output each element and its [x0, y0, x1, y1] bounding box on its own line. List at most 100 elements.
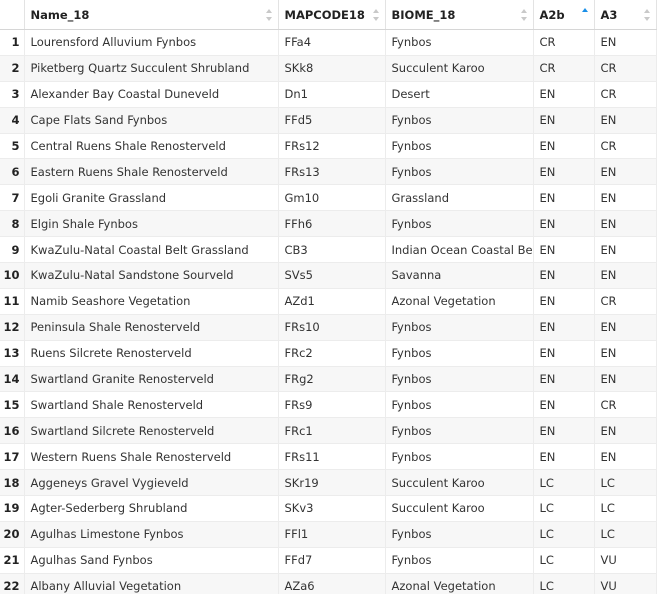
biome-cell: Desert: [385, 81, 534, 108]
table-body: 1 Lourensford Alluvium Fynbos FFa4 Fynbos CR…: [0, 29, 657, 594]
mapcode-cell: Gm10: [278, 184, 386, 212]
biome-cell: Fynbos: [385, 547, 534, 574]
mapcode-cell: FRs12: [278, 133, 386, 160]
name-cell: Lourensford Alluvium Fynbos: [24, 29, 279, 56]
name-cell: Agulhas Limestone Fynbos: [24, 521, 279, 548]
biome-cell: Azonal Vegetation: [385, 288, 534, 315]
table-row: 17 Western Ruens Shale Renosterveld FRs11 F…: [0, 443, 657, 471]
biome-cell: Indian Ocean Coastal Belt: [385, 236, 534, 264]
row-index-cell: 5: [0, 133, 25, 160]
table-row: 3 Alexander Bay Coastal Duneveld Dn1 Desert…: [0, 81, 657, 108]
a2b-cell: EN: [533, 81, 595, 108]
column-header-mapcode18[interactable]: MAPCODE18: [278, 0, 386, 30]
a3-cell: LC: [594, 495, 657, 522]
name-cell: Western Ruens Shale Renosterveld: [24, 443, 279, 471]
sort-arrows-icon[interactable]: [265, 9, 272, 21]
biome-cell: Grassland: [385, 184, 534, 212]
table-row: 20 Agulhas Limestone Fynbos FFl1 Fynbos LC LC: [0, 521, 657, 548]
row-index-cell: 20: [0, 521, 25, 548]
table-row: 4 Cape Flats Sand Fynbos FFd5 Fynbos EN EN: [0, 107, 657, 134]
sort-arrows-icon[interactable]: [643, 9, 650, 21]
sort-arrows-icon[interactable]: [372, 9, 379, 21]
table-row: 7 Egoli Granite Grassland Gm10 Grassland EN E…: [0, 184, 657, 212]
biome-cell: Fynbos: [385, 210, 534, 238]
a2b-cell: CR: [533, 29, 595, 56]
table-header: Name_18 MAPCODE18 BIOME_18 A2b A3: [0, 0, 657, 30]
name-cell: Ruens Silcrete Renosterveld: [24, 340, 279, 367]
a3-cell: EN: [594, 417, 657, 445]
row-index-cell: 17: [0, 443, 25, 471]
row-index-cell: 13: [0, 340, 25, 367]
mapcode-cell: FRc1: [278, 417, 386, 445]
column-header-biome-18[interactable]: BIOME_18: [385, 0, 534, 30]
name-cell: Peninsula Shale Renosterveld: [24, 314, 279, 341]
row-index-cell: 19: [0, 495, 25, 522]
a3-cell: CR: [594, 81, 657, 108]
a3-cell: CR: [594, 288, 657, 315]
biome-cell: Fynbos: [385, 158, 534, 186]
a3-cell: LC: [594, 521, 657, 548]
a2b-cell: EN: [533, 314, 595, 341]
biome-cell: Fynbos: [385, 29, 534, 56]
row-index-cell: 21: [0, 547, 25, 574]
row-index-cell: 15: [0, 391, 25, 419]
mapcode-cell: Dn1: [278, 81, 386, 108]
sort-ascending-icon[interactable]: [581, 8, 588, 21]
a3-cell: CR: [594, 391, 657, 419]
biome-cell: Fynbos: [385, 417, 534, 445]
table-row: 8 Elgin Shale Fynbos FFh6 Fynbos EN EN: [0, 210, 657, 238]
a2b-cell: EN: [533, 158, 595, 186]
a3-cell: VU: [594, 573, 657, 594]
table-row: 5 Central Ruens Shale Renosterveld FRs12 Fy…: [0, 133, 657, 160]
column-header-a3[interactable]: A3: [594, 0, 657, 30]
name-cell: Egoli Granite Grassland: [24, 184, 279, 212]
a2b-cell: LC: [533, 469, 595, 497]
a2b-cell: LC: [533, 495, 595, 522]
table-row: 2 Piketberg Quartz Succulent Shrubland SKk…: [0, 55, 657, 82]
table-row: 9 KwaZulu-Natal Coastal Belt Grassland CB3…: [0, 236, 657, 264]
column-header-a2b[interactable]: A2b: [533, 0, 595, 30]
a3-cell: CR: [594, 133, 657, 160]
table-row: 6 Eastern Ruens Shale Renosterveld FRs13 Fy…: [0, 158, 657, 186]
row-index-cell: 18: [0, 469, 25, 497]
row-index-cell: 3: [0, 81, 25, 108]
a2b-cell: EN: [533, 184, 595, 212]
row-index-cell: 7: [0, 184, 25, 212]
column-header-label: BIOME_18: [391, 7, 456, 22]
a3-cell: EN: [594, 340, 657, 367]
mapcode-cell: SKv3: [278, 495, 386, 522]
a2b-cell: EN: [533, 236, 595, 264]
a3-cell: EN: [594, 236, 657, 264]
row-index-cell: 2: [0, 55, 25, 82]
table-row: 1 Lourensford Alluvium Fynbos FFa4 Fynbos CR…: [0, 29, 657, 56]
biome-cell: Fynbos: [385, 443, 534, 471]
name-cell: Swartland Granite Renosterveld: [24, 366, 279, 393]
mapcode-cell: FFd7: [278, 547, 386, 574]
row-index-cell: 14: [0, 366, 25, 393]
mapcode-cell: FRg2: [278, 366, 386, 393]
table-row: 22 Albany Alluvial Vegetation AZa6 Azonal V…: [0, 573, 657, 594]
a3-cell: EN: [594, 314, 657, 341]
a2b-cell: EN: [533, 340, 595, 367]
a3-cell: EN: [594, 158, 657, 186]
name-cell: Central Ruens Shale Renosterveld: [24, 133, 279, 160]
biome-cell: Savanna: [385, 262, 534, 289]
header-row: Name_18 MAPCODE18 BIOME_18 A2b A3: [0, 0, 657, 30]
a3-cell: EN: [594, 210, 657, 238]
row-index-cell: 8: [0, 210, 25, 238]
a2b-cell: EN: [533, 107, 595, 134]
table-row: 21 Agulhas Sand Fynbos FFd7 Fynbos LC VU: [0, 547, 657, 574]
row-index-cell: 6: [0, 158, 25, 186]
column-header-name-18[interactable]: Name_18: [24, 0, 279, 30]
a3-cell: VU: [594, 547, 657, 574]
biome-cell: Fynbos: [385, 366, 534, 393]
a3-cell: EN: [594, 107, 657, 134]
row-index-cell: 10: [0, 262, 25, 289]
a3-cell: EN: [594, 184, 657, 212]
name-cell: Swartland Silcrete Renosterveld: [24, 417, 279, 445]
sort-arrows-icon[interactable]: [520, 9, 527, 21]
mapcode-cell: FFh6: [278, 210, 386, 238]
biome-cell: Azonal Vegetation: [385, 573, 534, 594]
